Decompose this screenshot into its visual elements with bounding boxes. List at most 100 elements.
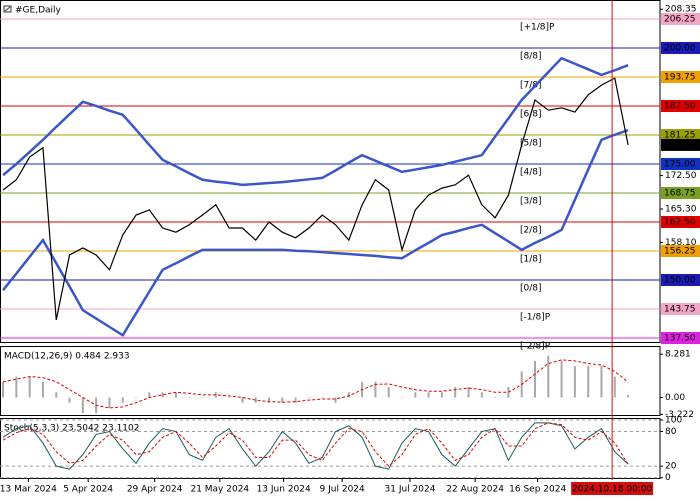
histogram-bar — [161, 392, 164, 398]
histogram-bar — [294, 397, 297, 403]
y-tick-label: 158.10 — [665, 238, 697, 248]
histogram-bar — [600, 366, 603, 398]
histogram-bar — [547, 355, 550, 398]
y-tick-label: 100 — [665, 415, 682, 425]
level-name: [4/8] — [520, 167, 542, 177]
stoch-title: Stoch(5,3,3) 23.5042 23.1102 — [4, 424, 139, 434]
level-box — [661, 245, 700, 258]
x-tick-label: 21 May 2024 — [190, 485, 249, 495]
histogram-bar — [454, 387, 457, 398]
histogram-bar — [68, 397, 71, 403]
histogram-bar — [613, 376, 616, 398]
histogram-bar — [374, 381, 377, 398]
level-name: [-1/8]P — [520, 313, 551, 323]
level-name: [1/8] — [520, 255, 542, 265]
histogram-bar — [414, 392, 417, 398]
cursor-box — [571, 482, 654, 495]
x-tick-label: 22 Aug 2024 — [446, 485, 504, 495]
stoch-panel-frame — [0, 418, 661, 479]
level-label: 150.00 — [664, 276, 696, 286]
y-tick-label: 208.35 — [665, 5, 697, 15]
macd-panel-frame — [0, 346, 661, 416]
level-name: [+1/8]P — [520, 22, 555, 32]
histogram-bar — [334, 397, 337, 403]
histogram-bar — [560, 360, 563, 398]
histogram-bar — [148, 392, 151, 398]
level-label: 206.25 — [664, 14, 696, 24]
y-tick-label: 8.281 — [665, 350, 691, 360]
histogram-bar — [228, 397, 231, 398]
histogram-bar — [41, 381, 44, 398]
y-tick-label: 0.00 — [665, 393, 685, 403]
histogram-bar — [587, 366, 590, 398]
series-line — [2, 422, 629, 467]
y-tick-label: -3.222 — [665, 410, 694, 420]
x-tick-label: 31 Jul 2024 — [385, 485, 436, 495]
level-box — [661, 215, 700, 228]
x-tick-label: 9 Jul 2024 — [320, 485, 365, 495]
level-box — [661, 41, 700, 54]
chart-title: #GE,Daily — [15, 6, 62, 16]
main-panel-frame — [0, 0, 661, 343]
level-box — [661, 186, 700, 199]
level-box — [661, 70, 700, 83]
histogram-bar — [533, 360, 536, 398]
level-name: [2/8] — [520, 225, 542, 235]
symbol-icon — [3, 5, 12, 13]
series-line — [2, 128, 629, 337]
histogram-bar — [387, 387, 390, 398]
histogram-bar — [28, 376, 31, 398]
level-box — [661, 128, 700, 141]
level-name: [-2/8]P — [520, 342, 551, 352]
histogram-bar — [347, 392, 350, 398]
y-tick-label: 80 — [665, 427, 677, 437]
histogram-bar — [241, 397, 244, 403]
level-label: 193.75 — [664, 72, 696, 82]
series-line — [2, 56, 629, 187]
histogram-bar — [254, 397, 257, 403]
macd-title: MACD(12,26,9) 0.484 2.933 — [4, 352, 130, 362]
level-label: 168.75 — [664, 188, 696, 198]
series-line — [2, 359, 629, 409]
level-box — [661, 157, 700, 170]
histogram-bar — [427, 392, 430, 398]
histogram-bar — [627, 394, 630, 398]
level-label: 143.75 — [664, 305, 696, 315]
x-tick-label: 13 Jun 2024 — [257, 485, 311, 495]
level-label: 156.25 — [664, 247, 696, 257]
histogram-bar — [440, 392, 443, 398]
histogram-bar — [15, 376, 18, 398]
last-price-label: 179.11 — [664, 140, 696, 150]
series-line — [2, 77, 629, 321]
histogram-bar — [494, 397, 497, 398]
level-name: [3/8] — [520, 196, 542, 206]
x-tick-label: 16 Sep 2024 — [509, 485, 566, 495]
histogram-bar — [201, 397, 204, 398]
level-box — [661, 274, 700, 287]
histogram-bar — [55, 392, 58, 398]
histogram-bar — [174, 392, 177, 398]
level-box — [661, 332, 700, 345]
histogram-bar — [307, 397, 310, 398]
histogram-bar — [467, 387, 470, 398]
series-line — [2, 422, 629, 470]
x-tick-label: 13 Mar 2024 — [0, 485, 57, 495]
histogram-bar — [281, 397, 284, 403]
last-price-box — [661, 138, 700, 151]
level-label: 137.50 — [664, 334, 696, 344]
histogram-bar — [81, 397, 84, 414]
y-tick-label: 20 — [665, 462, 677, 472]
y-tick-label: 165.30 — [665, 205, 697, 215]
histogram-bar — [188, 397, 191, 398]
histogram-bar — [108, 397, 111, 408]
histogram-bar — [135, 397, 138, 398]
level-name: [5/8] — [520, 138, 542, 148]
level-box — [661, 12, 700, 25]
histogram-bar — [2, 381, 5, 398]
histogram-bar — [321, 397, 324, 398]
x-tick-label: 29 Apr 2024 — [127, 485, 183, 495]
histogram-bar — [268, 397, 271, 403]
level-name: [7/8] — [520, 80, 542, 90]
level-name: [0/8] — [520, 284, 542, 294]
